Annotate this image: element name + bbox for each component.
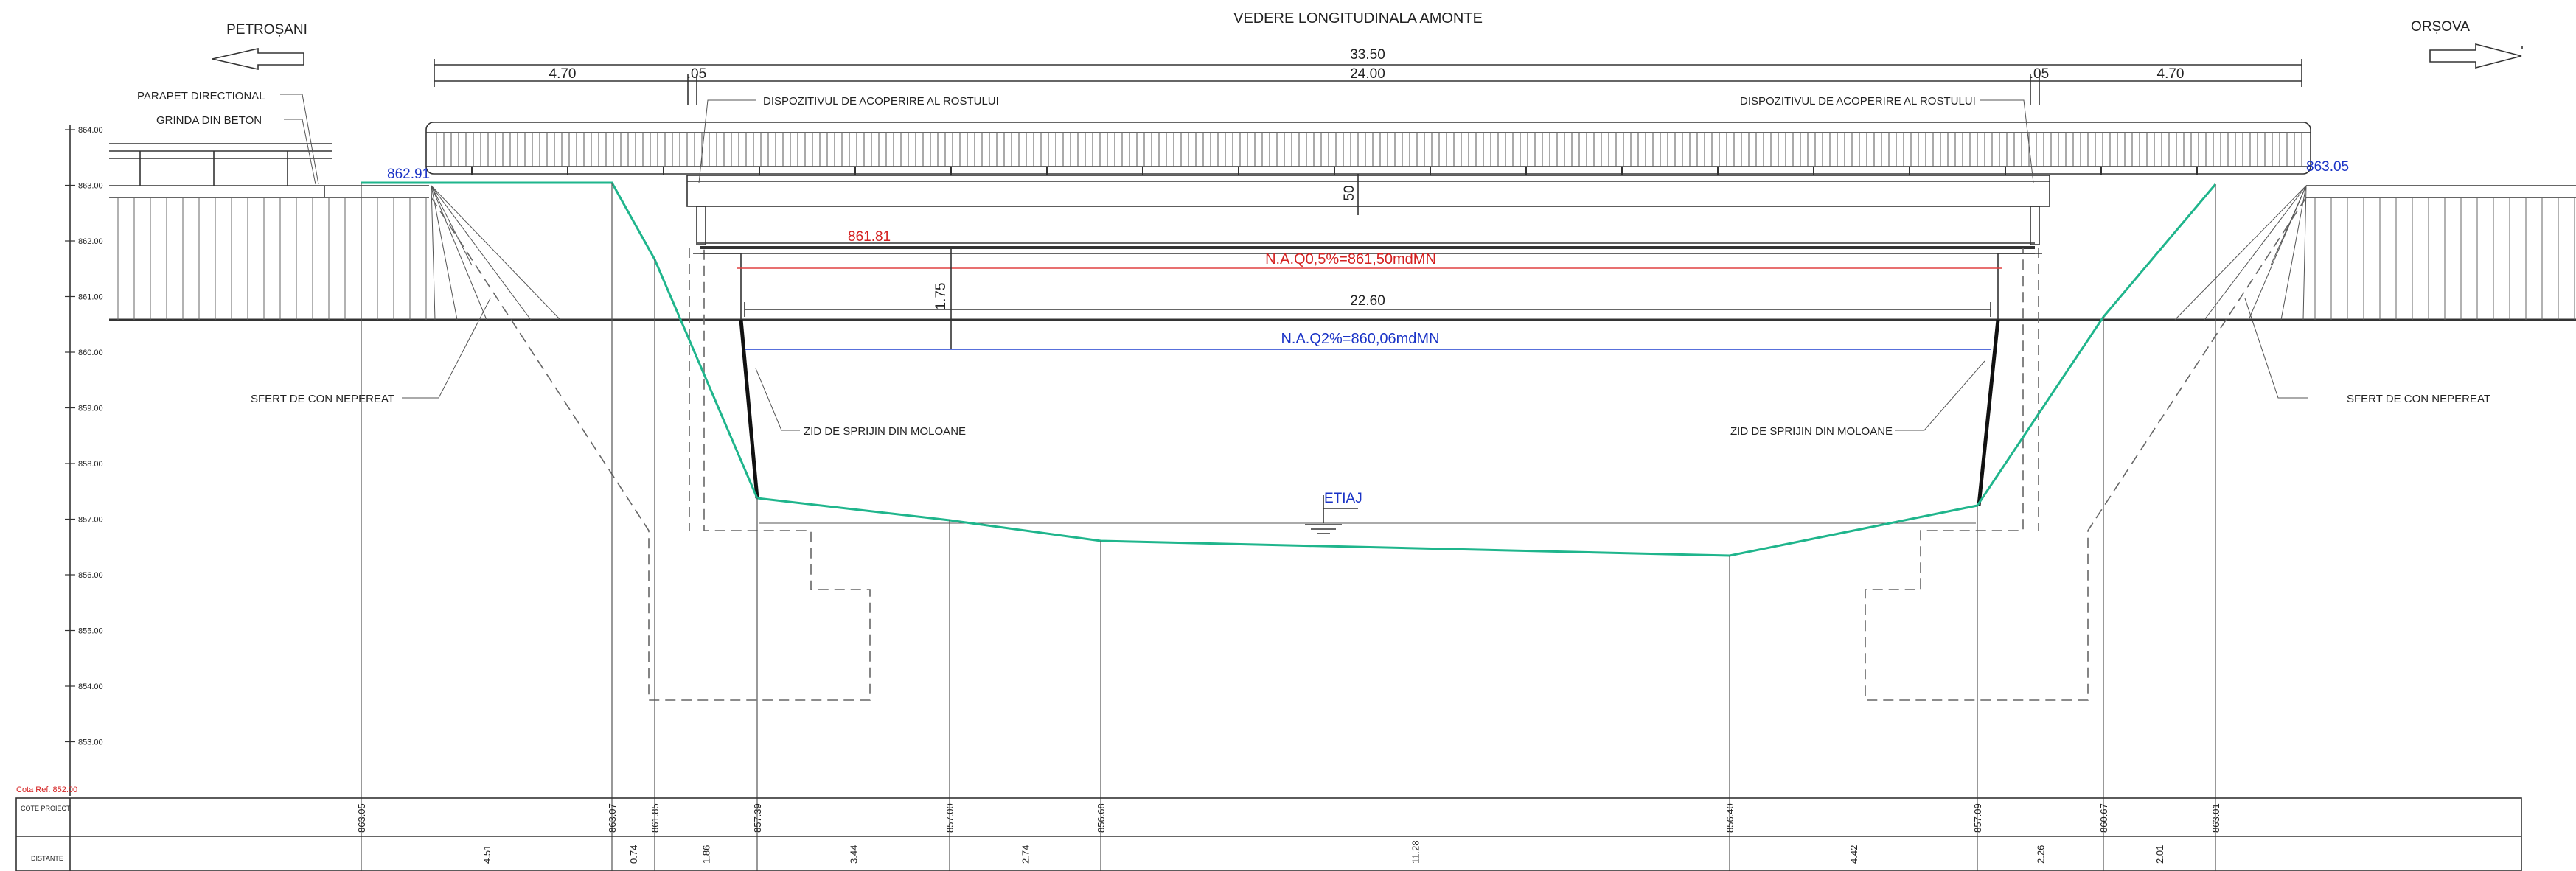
dim-right-gap: .05 — [2030, 66, 2049, 82]
table-cote-value: 863.05 — [356, 803, 367, 833]
grinda-label: GRINDA DIN BETON — [156, 114, 262, 127]
elevation-tick-label: 857.00 — [78, 516, 103, 525]
drawing-title: VEDERE LONGITUDINALA AMONTE — [1233, 10, 1483, 27]
dim-left-span: 4.70 — [549, 66, 577, 82]
right-embankment — [2306, 185, 2576, 320]
elevation-scale: 864.00 863.00 862.00 861.00 860.00 859.00 858.… — [65, 125, 103, 796]
arrow-left-icon — [212, 47, 304, 71]
table-cote-value: 861.85 — [650, 803, 661, 833]
elevation-tick-label: 864.00 — [78, 126, 103, 135]
dispozitiv-left-label: DISPOZITIVUL DE ACOPERIRE AL ROSTULUI — [763, 95, 999, 108]
parapet-label: PARAPET DIRECTIONAL — [137, 90, 265, 102]
level-underside: 861.81 — [848, 229, 891, 245]
elevation-tick-label: 855.00 — [78, 627, 103, 636]
table-cote-value: 860.67 — [2098, 803, 2109, 833]
table-distance-value: 4.51 — [481, 845, 492, 864]
reference-level: Cota Ref. 852.00 — [16, 786, 77, 794]
bridge-railing — [425, 122, 2311, 175]
table-row-cote-label: COTE PROIECT — [21, 805, 71, 812]
elevation-tick-label: 856.00 — [78, 571, 103, 580]
abutment-left — [693, 253, 759, 499]
level-right-end: 863.05 — [2306, 159, 2349, 175]
elevation-tick-label: 863.00 — [78, 182, 103, 191]
zid-left-label: ZID DE SPRIJIN DIN MOLOANE — [804, 425, 966, 438]
table-distance-value: 3.44 — [849, 845, 860, 864]
etiaj-symbol — [1305, 495, 1358, 534]
elevation-tick-label: 860.00 — [78, 349, 103, 357]
foundation-left — [431, 197, 871, 701]
terrain-profile — [361, 181, 2217, 557]
station-lines — [361, 183, 2216, 871]
foundation-right — [1865, 197, 2307, 701]
table-distance-value: 2.01 — [2154, 845, 2165, 864]
table-cote-value: 857.09 — [1972, 803, 1983, 833]
leaders — [280, 94, 2308, 431]
elevation-tick-label: 858.00 — [78, 460, 103, 469]
sfert-left-label: SFERT DE CON NEPEREAT — [251, 393, 394, 405]
sfert-right-label: SFERT DE CON NEPEREAT — [2347, 393, 2490, 405]
level-left-end: 862.91 — [387, 167, 430, 182]
direction-right-label: ORȘOVA — [2411, 19, 2470, 35]
direction-left-label: PETROȘANI — [226, 22, 307, 38]
dim-total: 33.50 — [1350, 47, 1385, 63]
dispozitiv-right-label: DISPOZITIVUL DE ACOPERIRE AL ROSTULUI — [1740, 95, 1976, 108]
dim-right-span: 4.70 — [2157, 66, 2185, 82]
arrow-right-icon — [2429, 43, 2522, 69]
elevation-tick-label: 862.00 — [78, 237, 103, 246]
elevation-tick-label: 853.00 — [78, 738, 103, 747]
table-cote-value: 863.01 — [2210, 803, 2221, 833]
dim-middle: 24.00 — [1350, 66, 1385, 82]
table-distance-value: 1.86 — [701, 845, 712, 864]
top-dimension-chain — [434, 59, 2302, 105]
cone-fan-right — [2174, 185, 2307, 321]
flood-level-05-label: N.A.Q0,5%=861,50mdMN — [1265, 251, 1436, 267]
table-cote-value: 856.68 — [1096, 803, 1107, 833]
table-distance-value: 11.28 — [1410, 840, 1421, 864]
dim-span: 22.60 — [1350, 293, 1385, 309]
table-distance-value: 0.74 — [628, 845, 639, 864]
table-distance-value: 4.42 — [1848, 845, 1859, 864]
elevation-tick-label: 859.00 — [78, 405, 103, 413]
bridge-deck — [686, 175, 2050, 254]
left-embankment — [109, 143, 2576, 321]
table-cote-value: 857.39 — [752, 803, 763, 833]
etiaj-label: ETIAJ — [1324, 491, 1362, 506]
dim-depth-50: 50 — [1342, 185, 1357, 200]
table-distance-value: 2.26 — [2036, 845, 2047, 864]
elevation-tick-label: 861.00 — [78, 293, 103, 302]
table-cote-value: 863.07 — [607, 803, 618, 833]
abutment-right — [1977, 253, 2042, 506]
table-cote-value: 856.40 — [1724, 803, 1736, 833]
dim-left-gap: .05 — [687, 66, 706, 82]
dim-clearance: 1.75 — [933, 283, 949, 310]
table-distance-value: 2.74 — [1020, 845, 1031, 864]
cone-fan-left — [431, 185, 561, 321]
flood-level-2-label: N.A.Q2%=860,06mdMN — [1281, 331, 1439, 347]
table-cote-value: 857.00 — [944, 803, 955, 833]
elevation-tick-label: 854.00 — [78, 682, 103, 691]
profile-table — [15, 797, 2522, 871]
inner-dimensions — [744, 174, 1991, 349]
table-row-distante-label: DISTANTE — [31, 855, 63, 862]
zid-right-label: ZID DE SPRIJIN DIN MOLOANE — [1730, 425, 1893, 438]
